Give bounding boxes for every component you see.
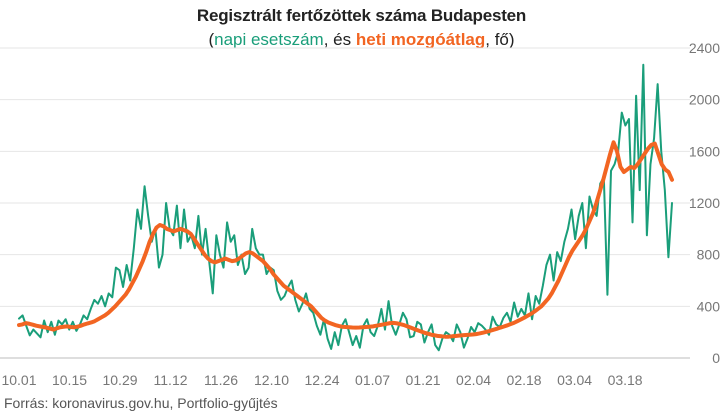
chart-title: Regisztrált fertőzöttek száma Budapesten: [196, 6, 527, 25]
chart-subtitle: (napi esetszám, és heti mozgóátlag, fő): [0, 30, 723, 50]
y-tick-label: 1600: [689, 143, 720, 159]
x-axis-labels: 10.01 10.15 10.29 11.12 11.26 12.10 12.24 01.07…: [1, 372, 642, 388]
legend-daily-cases: napi esetszám: [214, 30, 324, 49]
subtitle-open-paren: (: [208, 30, 215, 49]
subtitle-separator: , és: [323, 30, 356, 49]
x-tick-label: 01.21: [406, 372, 441, 388]
x-tick-label: 10.15: [52, 372, 87, 388]
x-tick-label: 10.01: [1, 372, 36, 388]
y-tick-label: 800: [697, 247, 721, 263]
subtitle-tail: , fő): [485, 30, 515, 49]
y-tick-label: 2000: [689, 92, 720, 108]
y-tick-label: 2400: [689, 40, 720, 56]
series-line-weekly-average: [17, 140, 674, 339]
gridlines: [0, 47, 690, 359]
x-tick-label: 03.04: [557, 372, 592, 388]
series-lines: [17, 63, 674, 352]
y-tick-label: 400: [697, 298, 721, 314]
legend-weekly-average: heti mozgóátlag: [355, 30, 486, 49]
x-tick-label: 02.18: [507, 372, 542, 388]
series-line-daily-cases: [18, 63, 673, 352]
y-tick-label: 1200: [689, 195, 720, 211]
x-tick-label: 10.29: [102, 372, 137, 388]
y-tick-label: 0: [712, 350, 720, 366]
x-tick-label: 11.12: [154, 372, 188, 388]
x-tick-label: 02.04: [456, 372, 491, 388]
x-tick-label: 12.24: [305, 372, 340, 388]
x-tick-label: 01.07: [355, 372, 390, 388]
x-tick-label: 12.10: [254, 372, 289, 388]
x-tick-label: 11.26: [204, 372, 238, 388]
x-tick-label: 03.18: [608, 372, 643, 388]
y-axis-labels: 0 400 800 1200 1600 2000 2400: [689, 40, 720, 366]
source-note: Forrás: koronavirus.gov.hu, Portfolio-gy…: [4, 395, 278, 411]
